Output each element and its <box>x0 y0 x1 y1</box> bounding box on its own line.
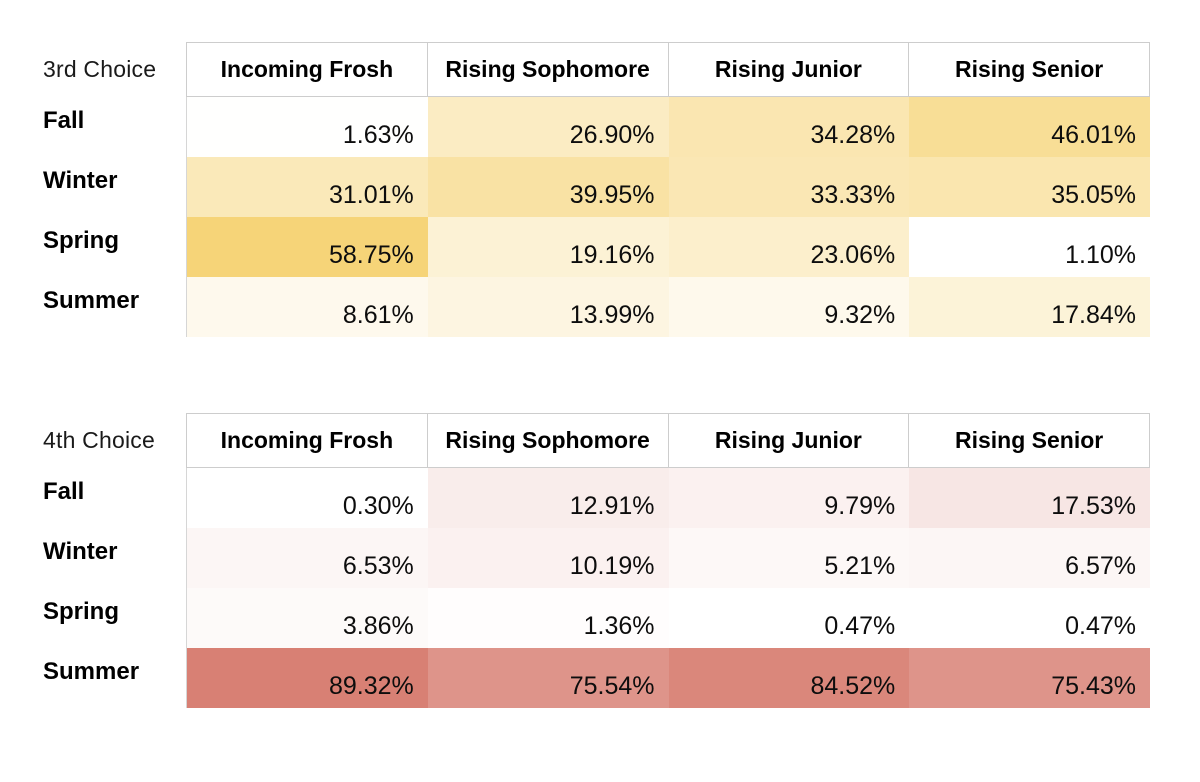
row-label: Winter <box>43 538 118 565</box>
column-header: Rising Junior <box>668 414 910 468</box>
heatmap-cell: 46.01% <box>909 97 1150 157</box>
column-header: Incoming Frosh <box>187 414 428 468</box>
row-label: Fall <box>43 478 85 505</box>
heatmap-cell: 23.06% <box>668 217 910 277</box>
heatmap-body: 0.30% 12.91% 9.79% 17.53% 6.53% 10.19% 5.21% 6.… <box>186 468 1150 708</box>
heatmap-cell: 19.16% <box>427 217 669 277</box>
heatmap-cell: 0.30% <box>187 468 428 528</box>
heatmap-cell: 8.61% <box>187 277 428 337</box>
heatmap-cell: 6.57% <box>909 528 1150 588</box>
heatmap-cell: 34.28% <box>668 97 910 157</box>
column-headers: Incoming Frosh Rising Sophomore Rising Jun… <box>186 413 1150 468</box>
row-label: Summer <box>43 658 140 685</box>
heatmap-table: Incoming Frosh Rising Sophomore Rising Jun… <box>186 42 1150 337</box>
heatmap-cell: 35.05% <box>909 157 1150 217</box>
column-header: Rising Senior <box>909 43 1150 97</box>
heatmap-table: Incoming Frosh Rising Sophomore Rising Jun… <box>186 413 1150 708</box>
heatmap-cell: 17.53% <box>909 468 1150 528</box>
heatmap-cell: 58.75% <box>187 217 428 277</box>
heatmap-body: 1.63% 26.90% 34.28% 46.01% 31.01% 39.95% 33.33… <box>186 97 1150 337</box>
column-header: Rising Sophomore <box>427 43 669 97</box>
heatmap-cell: 6.53% <box>187 528 428 588</box>
table-title: 4th Choice <box>43 427 155 453</box>
heatmap-cell: 9.32% <box>668 277 910 337</box>
heatmap-cell: 33.33% <box>668 157 910 217</box>
column-header: Rising Senior <box>909 414 1150 468</box>
column-header: Incoming Frosh <box>187 43 428 97</box>
heatmap-cell: 1.63% <box>187 97 428 157</box>
row-label: Winter <box>43 167 118 194</box>
heatmap-cell: 10.19% <box>427 528 669 588</box>
heatmap-cell: 17.84% <box>909 277 1150 337</box>
heatmap-cell: 12.91% <box>427 468 669 528</box>
heatmap-cell: 75.54% <box>427 648 669 708</box>
row-label: Summer <box>43 287 140 314</box>
heatmap-cell: 13.99% <box>427 277 669 337</box>
heatmap-cell: 26.90% <box>427 97 669 157</box>
column-headers: Incoming Frosh Rising Sophomore Rising Jun… <box>186 42 1150 97</box>
heatmap-cell: 89.32% <box>187 648 428 708</box>
table-title: 3rd Choice <box>43 56 157 82</box>
heatmap-cell: 9.79% <box>668 468 910 528</box>
heatmap-cell: 5.21% <box>668 528 910 588</box>
row-label: Spring <box>43 598 119 625</box>
heatmap-cell: 0.47% <box>909 588 1150 648</box>
row-label: Spring <box>43 227 119 254</box>
heatmap-cell: 31.01% <box>187 157 428 217</box>
heatmap-cell: 39.95% <box>427 157 669 217</box>
heatmap-cell: 0.47% <box>668 588 910 648</box>
heatmap-cell: 75.43% <box>909 648 1150 708</box>
row-label: Fall <box>43 107 85 134</box>
heatmap-cell: 1.10% <box>909 217 1150 277</box>
heatmap-cell: 84.52% <box>668 648 910 708</box>
column-header: Rising Sophomore <box>427 414 669 468</box>
heatmap-cell: 3.86% <box>187 588 428 648</box>
column-header: Rising Junior <box>668 43 910 97</box>
heatmap-cell: 1.36% <box>427 588 669 648</box>
